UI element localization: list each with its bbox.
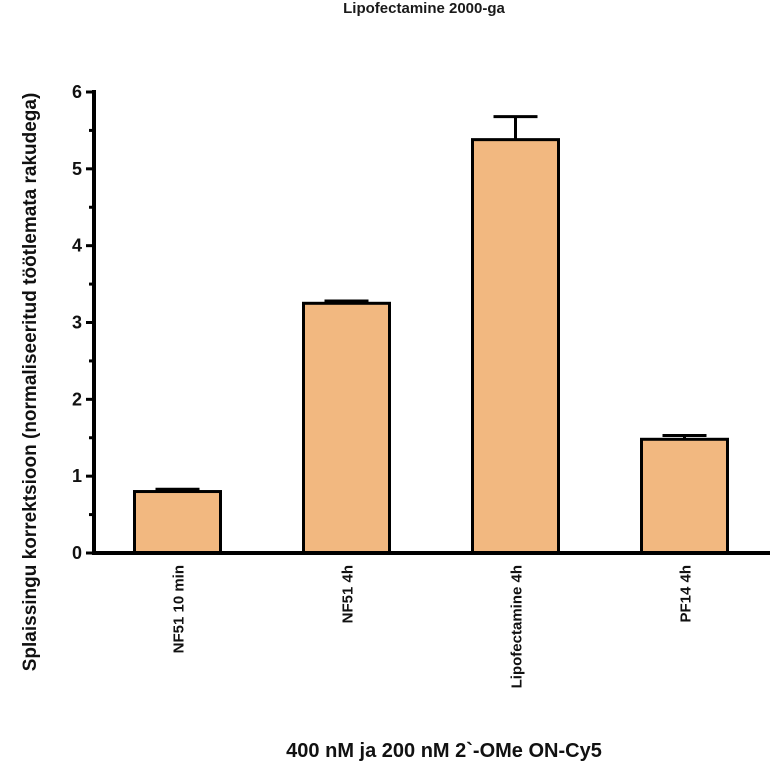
x-tick-label: NF51 4h [340, 565, 357, 623]
error-bar [662, 433, 707, 440]
bar [471, 138, 560, 555]
y-tick-label: 3 [72, 313, 82, 333]
bar [640, 437, 729, 555]
x-axis-label: 400 nM ja 200 nM 2`-OMe ON-Cy5 [286, 740, 602, 762]
y-tick-label: 1 [72, 466, 82, 486]
error-bars [155, 115, 707, 492]
y-tick-label: 5 [72, 159, 82, 179]
y-axis-label: Splaissingu korrektsioon (normaliseeritu… [20, 93, 41, 672]
y-tick-label: 0 [72, 543, 82, 563]
y-tick-label: 4 [72, 236, 82, 256]
error-bar [155, 487, 200, 492]
bars [133, 138, 729, 555]
x-tick-label: NF51 10 min [171, 565, 188, 653]
x-tick-label: PF14 4h [678, 565, 695, 623]
y-tick-label: 2 [72, 389, 82, 409]
x-tick-labels: NF51 10 min NF51 4h Lipofectamine 4h PF14 4… [171, 565, 695, 688]
y-axis-label-group: Splaissingu korrektsioon (normaliseeritu… [20, 93, 41, 672]
chart-title: Lipofectamine 2000-ga [343, 0, 505, 17]
bar [133, 490, 222, 555]
error-bar [493, 115, 538, 140]
y-tick-label: 6 [72, 82, 82, 102]
bar [302, 301, 391, 555]
y-axis-ticks: 0 1 2 3 4 5 6 [72, 82, 94, 563]
x-tick-label: Lipofectamine 4h [509, 565, 526, 688]
error-bar [324, 299, 369, 304]
